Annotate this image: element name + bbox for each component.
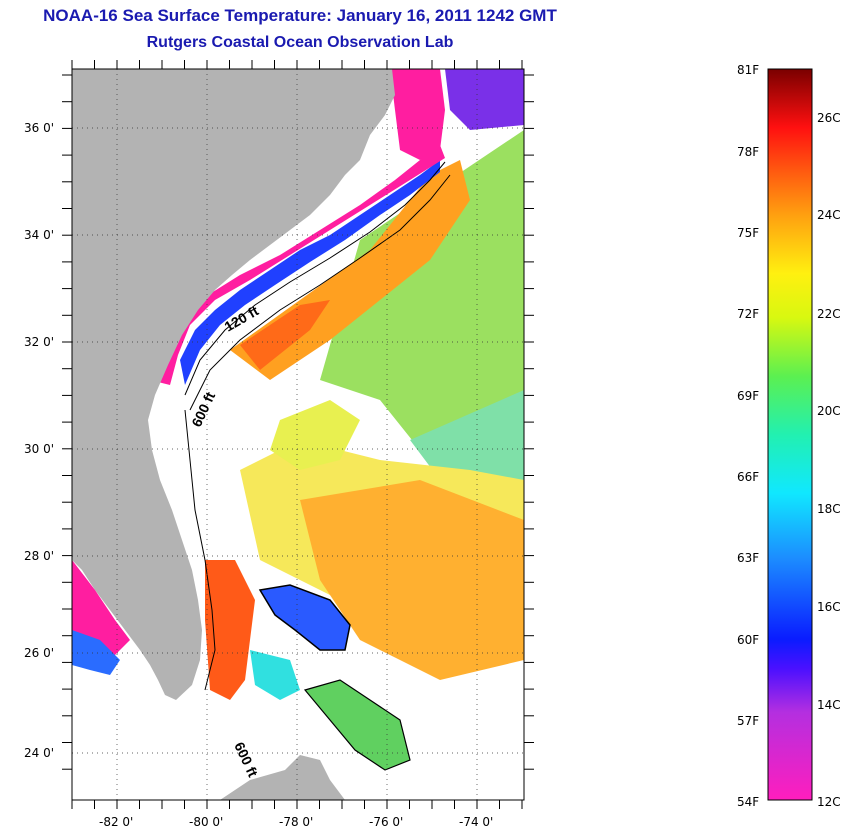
cb-c-12: 12C xyxy=(817,795,841,809)
shelf-magenta-band xyxy=(150,145,445,385)
gulf-stream-florida xyxy=(205,560,255,700)
cb-f-66: 66F xyxy=(737,470,759,484)
sst-red-band xyxy=(240,300,330,370)
cb-f-75: 75F xyxy=(737,226,759,240)
cb-f-69: 69F xyxy=(737,389,759,403)
cb-f-72: 72F xyxy=(737,307,759,321)
cb-c-24: 24C xyxy=(817,208,841,222)
bahamas-bank-south xyxy=(303,679,411,771)
longitude-labels: -82 0' -80 0' -78 0' -76 0' -74 0' xyxy=(99,815,493,829)
colorbar-fahrenheit-labels: 81F 78F 75F 72F 69F 66F 63F 60F 57F 54F xyxy=(737,63,759,809)
map-frame xyxy=(71,68,525,801)
cb-f-57: 57F xyxy=(737,714,759,728)
lon-label-82: -82 0' xyxy=(99,815,133,829)
cb-c-26: 26C xyxy=(817,111,841,125)
axis-ticks xyxy=(62,60,534,809)
purple-cold-north xyxy=(445,69,524,130)
lat-label-30: 30 0' xyxy=(24,442,54,456)
cb-c-18: 18C xyxy=(817,502,841,516)
lat-label-28: 28 0' xyxy=(24,549,54,563)
contour-120ft xyxy=(184,161,446,396)
gulf-cold-water xyxy=(72,630,120,675)
lon-label-74: -74 0' xyxy=(459,815,493,829)
colorbar-celsius-labels: 26C 24C 22C 20C 18C 16C 14C 12C xyxy=(817,111,841,809)
bahamas-bank-north xyxy=(258,584,351,651)
cb-f-81: 81F xyxy=(737,63,759,77)
lat-label-36: 36 0' xyxy=(24,121,54,135)
lat-label-24: 24 0' xyxy=(24,746,54,760)
cb-f-54: 54F xyxy=(737,795,759,809)
cb-c-20: 20C xyxy=(817,404,841,418)
lon-label-78: -78 0' xyxy=(279,815,313,829)
shelf-blue-band xyxy=(180,160,440,385)
chart-title: NOAA-16 Sea Surface Temperature: January… xyxy=(43,6,557,25)
sst-yellow-mid xyxy=(270,400,360,470)
cb-f-60: 60F xyxy=(737,633,759,647)
bahamas-cold xyxy=(250,650,300,700)
lat-label-34: 34 0' xyxy=(24,228,54,242)
cb-f-63: 63F xyxy=(737,551,759,565)
chart-subtitle: Rutgers Coastal Ocean Observation Lab xyxy=(146,34,454,51)
land-us-east xyxy=(72,69,395,700)
latitude-labels: 36 0' 34 0' 32 0' 30 0' 28 0' 26 0' 24 0… xyxy=(24,121,54,760)
cb-f-78: 78F xyxy=(737,145,759,159)
cb-c-16: 16C xyxy=(817,600,841,614)
map-area: 120 ft 600 ft 600 ft xyxy=(72,69,524,800)
cb-c-22: 22C xyxy=(817,307,841,321)
lon-label-80: -80 0' xyxy=(189,815,223,829)
coastal-magenta-north xyxy=(390,69,445,160)
sst-green-offshore xyxy=(320,130,524,470)
lon-label-76: -76 0' xyxy=(369,815,403,829)
land-cuba xyxy=(220,755,345,800)
colorbar xyxy=(767,68,813,801)
contour-florida xyxy=(184,409,216,691)
cb-c-14: 14C xyxy=(817,698,841,712)
sst-orange-south xyxy=(300,480,524,680)
lat-label-26: 26 0' xyxy=(24,646,54,660)
contour-600ft xyxy=(189,174,451,411)
grid-lines xyxy=(72,69,524,800)
lat-label-32: 32 0' xyxy=(24,335,54,349)
